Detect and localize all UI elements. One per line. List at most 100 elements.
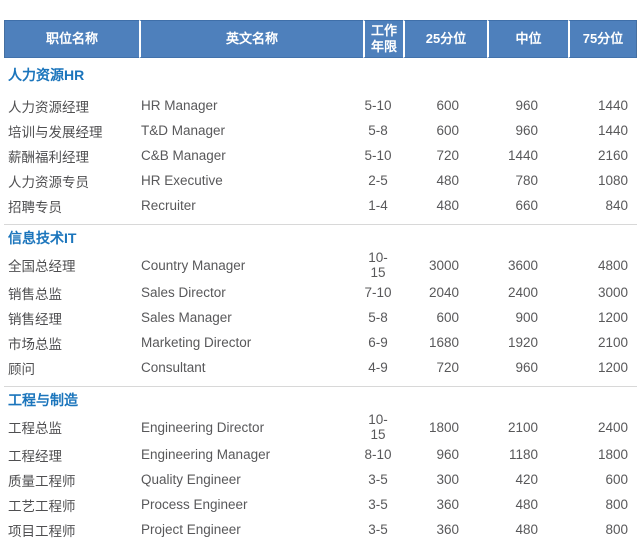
cell-median: 480 [515, 497, 538, 512]
cell-p25: 600 [436, 310, 459, 325]
cell-p75: 2160 [597, 148, 628, 163]
cell-english: T&D Manager [141, 123, 226, 138]
cell-median: 960 [515, 360, 538, 375]
cell-years: 3-5 [368, 497, 388, 512]
cell-p25: 1800 [428, 419, 459, 435]
cell-years: 7-10 [364, 285, 392, 300]
cell-median: 1920 [507, 335, 538, 350]
cell-p75: 600 [605, 472, 628, 487]
cell-english: HR Executive [141, 173, 223, 188]
cell-median: 960 [515, 123, 538, 138]
cell-english: Engineering Director [141, 419, 265, 435]
table-row: 人力资源经理 HR Manager 5-10 600 960 1440 [4, 93, 637, 118]
section-title: 工程与制造 [4, 386, 637, 412]
cell-english: Sales Director [141, 285, 226, 300]
table-row: 市场总监 Marketing Director 6-9 1680 1920 2100 [4, 330, 637, 355]
section-title-row: 人力资源HR [4, 58, 637, 93]
salary-table: 职位名称 英文名称 工作年限 25分位 中位 75分位 人力资源HR 人力资源经理… [4, 20, 637, 539]
cell-years: 5-10 [364, 98, 392, 113]
cell-position: 薪酬福利经理 [8, 149, 89, 165]
cell-position: 质量工程师 [8, 473, 76, 489]
cell-median: 1180 [508, 447, 538, 462]
table-row: 工程总监 Engineering Director 10-15 1800 2100 240… [4, 412, 637, 442]
cell-position: 市场总监 [8, 336, 62, 352]
cell-median: 1440 [507, 148, 538, 163]
cell-p25: 480 [436, 198, 459, 213]
cell-english: C&B Manager [141, 148, 226, 163]
col-header-median: 中位 [487, 20, 568, 58]
cell-position: 工程经理 [8, 448, 62, 464]
cell-position: 人力资源专员 [8, 174, 89, 190]
salary-table-container: 职位名称 英文名称 工作年限 25分位 中位 75分位 人力资源HR 人力资源经理… [4, 20, 637, 539]
cell-years: 3-5 [368, 472, 388, 487]
cell-english: Recruiter [141, 198, 196, 213]
cell-p25: 720 [436, 148, 459, 163]
cell-median: 3600 [507, 257, 538, 273]
table-row: 工程经理 Engineering Manager 8-10 960 1180 1800 [4, 442, 637, 467]
table-row: 销售总监 Sales Director 7-10 2040 2400 3000 [4, 280, 637, 305]
table-row: 工艺工程师 Process Engineer 3-5 360 480 800 [4, 492, 637, 517]
cell-position: 人力资源经理 [8, 99, 89, 115]
cell-median: 660 [515, 198, 538, 213]
table-header: 职位名称 英文名称 工作年限 25分位 中位 75分位 [4, 20, 637, 58]
table-row: 质量工程师 Quality Engineer 3-5 300 420 600 [4, 467, 637, 492]
section-title-row: 信息技术IT [4, 224, 637, 250]
cell-english: Quality Engineer [141, 472, 241, 487]
cell-p75: 2400 [597, 419, 628, 435]
cell-median: 420 [515, 472, 538, 487]
cell-p25: 360 [436, 522, 459, 537]
cell-position: 培训与发展经理 [8, 124, 103, 140]
cell-english: Engineering Manager [141, 447, 271, 462]
table-row: 项目工程师 Project Engineer 3-5 360 480 800 [4, 517, 637, 539]
cell-position: 销售总监 [8, 286, 62, 302]
cell-median: 2400 [507, 285, 538, 300]
cell-years: 2-5 [368, 173, 388, 188]
cell-p75: 1440 [597, 123, 628, 138]
cell-years: 5-8 [368, 310, 388, 325]
cell-years: 10-15 [368, 412, 388, 442]
cell-median: 480 [515, 522, 538, 537]
cell-english: Sales Manager [141, 310, 232, 325]
section-3: 工程与制造 工程总监 Engineering Director 10-15 1800 21… [4, 386, 637, 539]
col-header-years: 工作年限 [363, 20, 403, 58]
cell-p25: 600 [436, 123, 459, 138]
cell-p25: 2040 [428, 285, 459, 300]
cell-median: 2100 [507, 419, 538, 435]
cell-p25: 480 [436, 173, 459, 188]
table-row: 招聘专员 Recruiter 1-4 480 660 840 [4, 193, 637, 224]
cell-position: 顾问 [8, 361, 35, 377]
cell-years: 4-9 [368, 360, 388, 375]
cell-p25: 720 [436, 360, 459, 375]
cell-median: 780 [515, 173, 538, 188]
cell-years: 6-9 [368, 335, 388, 350]
cell-english: Country Manager [141, 257, 246, 273]
cell-years: 3-5 [368, 522, 388, 537]
cell-years: 1-4 [368, 198, 388, 213]
cell-p75: 2100 [597, 335, 628, 350]
cell-p75: 800 [605, 522, 628, 537]
cell-p75: 840 [605, 198, 628, 213]
col-header-english: 英文名称 [139, 20, 363, 58]
cell-years: 8-10 [364, 447, 392, 462]
cell-p75: 1200 [597, 310, 628, 325]
cell-p75: 4800 [597, 257, 628, 273]
cell-position: 销售经理 [8, 311, 62, 327]
col-header-position: 职位名称 [4, 20, 139, 58]
cell-p75: 3000 [597, 285, 628, 300]
col-header-p25: 25分位 [403, 20, 487, 58]
cell-position: 招聘专员 [8, 199, 62, 215]
header-row: 职位名称 英文名称 工作年限 25分位 中位 75分位 [4, 20, 637, 58]
cell-english: Marketing Director [141, 335, 252, 350]
cell-english: Consultant [141, 360, 206, 375]
table-row: 薪酬福利经理 C&B Manager 5-10 720 1440 2160 [4, 143, 637, 168]
section-title: 信息技术IT [4, 224, 637, 250]
table-row: 全国总经理 Country Manager 10-15 3000 3600 4800 [4, 250, 637, 280]
cell-median: 900 [515, 310, 538, 325]
cell-p25: 300 [436, 472, 459, 487]
cell-p25: 3000 [428, 257, 459, 273]
cell-p25: 960 [436, 447, 459, 462]
table-row: 销售经理 Sales Manager 5-8 600 900 1200 [4, 305, 637, 330]
section-title-row: 工程与制造 [4, 386, 637, 412]
cell-years: 5-8 [368, 123, 388, 138]
cell-p25: 1680 [428, 335, 459, 350]
